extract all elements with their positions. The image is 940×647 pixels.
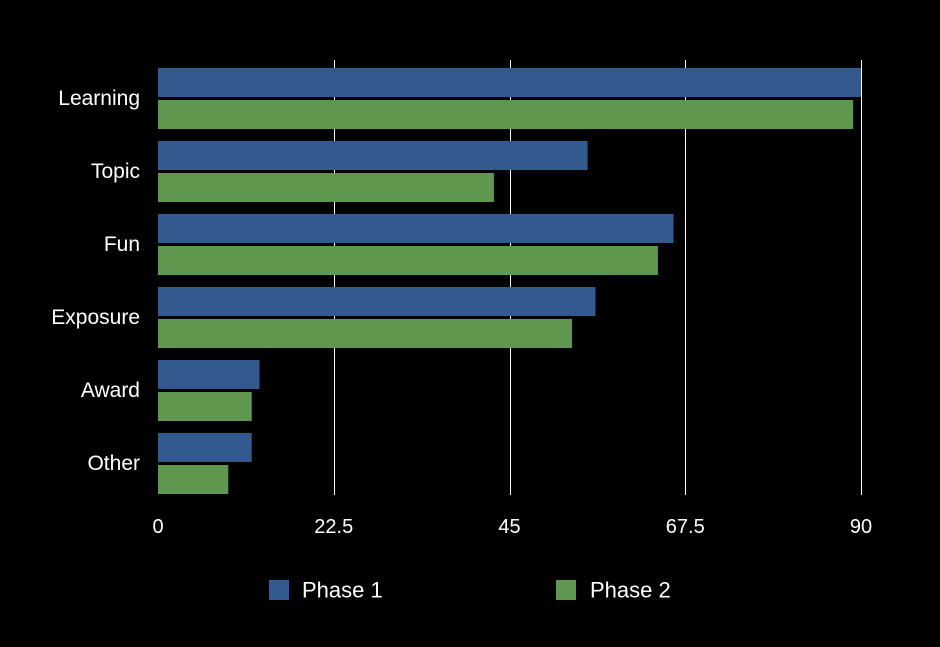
bars <box>158 68 861 494</box>
bar-learning-phase-1 <box>158 68 861 97</box>
bar-award-phase-1 <box>158 360 260 389</box>
category-label-fun: Fun <box>104 233 140 256</box>
category-label-award: Award <box>81 379 140 402</box>
bar-fun-phase-1 <box>158 214 674 243</box>
bar-award-phase-2 <box>158 392 252 421</box>
legend: Phase 1 Phase 2 <box>269 578 671 603</box>
x-tick-label: 90 <box>850 516 872 538</box>
bar-exposure-phase-2 <box>158 319 572 348</box>
legend-item-phase-1: Phase 1 <box>269 578 383 603</box>
x-tick-label: 22.5 <box>314 516 353 538</box>
x-tick-label: 45 <box>498 516 520 538</box>
bar-topic-phase-1 <box>158 141 588 170</box>
x-axis-tick-labels: 0 22.5 45 67.5 90 <box>152 516 872 538</box>
category-labels: Learning Topic Fun Exposure Award Other <box>51 87 140 475</box>
category-label-learning: Learning <box>58 87 140 110</box>
bar-exposure-phase-1 <box>158 287 596 316</box>
gridlines <box>334 60 862 495</box>
bar-other-phase-1 <box>158 433 252 462</box>
x-tick-label: 67.5 <box>666 516 705 538</box>
bar-other-phase-2 <box>158 465 229 494</box>
category-label-exposure: Exposure <box>51 306 140 329</box>
bar-fun-phase-2 <box>158 246 658 275</box>
legend-swatch <box>269 580 289 600</box>
legend-label: Phase 2 <box>590 578 671 603</box>
legend-label: Phase 1 <box>302 578 383 603</box>
x-tick-label: 0 <box>152 516 163 538</box>
bar-learning-phase-2 <box>158 100 854 129</box>
bar-topic-phase-2 <box>158 173 494 202</box>
legend-item-phase-2: Phase 2 <box>556 578 671 603</box>
legend-swatch <box>556 580 576 600</box>
category-label-topic: Topic <box>91 160 140 183</box>
category-label-other: Other <box>87 452 140 475</box>
